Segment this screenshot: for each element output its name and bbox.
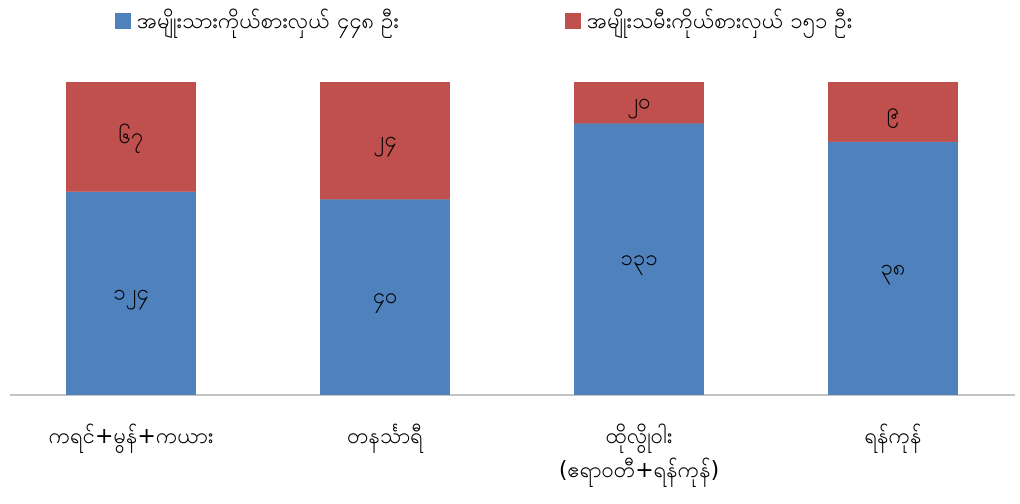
data-label: ၁၃၁ <box>620 246 657 275</box>
data-label: ၃၈ <box>881 255 906 284</box>
bar-segment <box>320 82 450 200</box>
bar-segment <box>574 123 704 395</box>
data-label: ၆၇ <box>119 123 144 153</box>
bar-segment <box>66 82 196 192</box>
data-label: ၄၀ <box>373 284 398 313</box>
bar-segment <box>828 141 958 395</box>
legend-swatch <box>565 13 581 29</box>
x-tick-label: ကရင်+မွန်+ကယား <box>48 424 214 449</box>
bar-segment <box>828 82 958 142</box>
x-tick-label: တနင်္သာရီ <box>347 424 423 449</box>
data-label: ၂၄ <box>373 128 396 157</box>
bar-segment <box>66 191 196 395</box>
data-label: ၉ <box>887 99 899 128</box>
legend-label: အမျိုးသမီးကိုယ်စားလှယ် ၁၅၁ ဦး <box>587 8 852 39</box>
legend-swatch <box>115 13 131 29</box>
x-tick-label: ရန်ကုန် <box>864 424 922 449</box>
bar-segment <box>320 199 450 395</box>
legend-label: အမျိုးသားကိုယ်စားလှယ် ၄၄၈ ဦး <box>137 8 399 39</box>
bar-segment <box>574 82 704 124</box>
data-label: ၂၀ <box>627 90 650 119</box>
x-tick-label: ထိုလွိုဝါး (ဧရာဝတီ+ရန်ကုန်) <box>558 424 720 483</box>
data-label: ၁၂၄ <box>113 280 149 309</box>
